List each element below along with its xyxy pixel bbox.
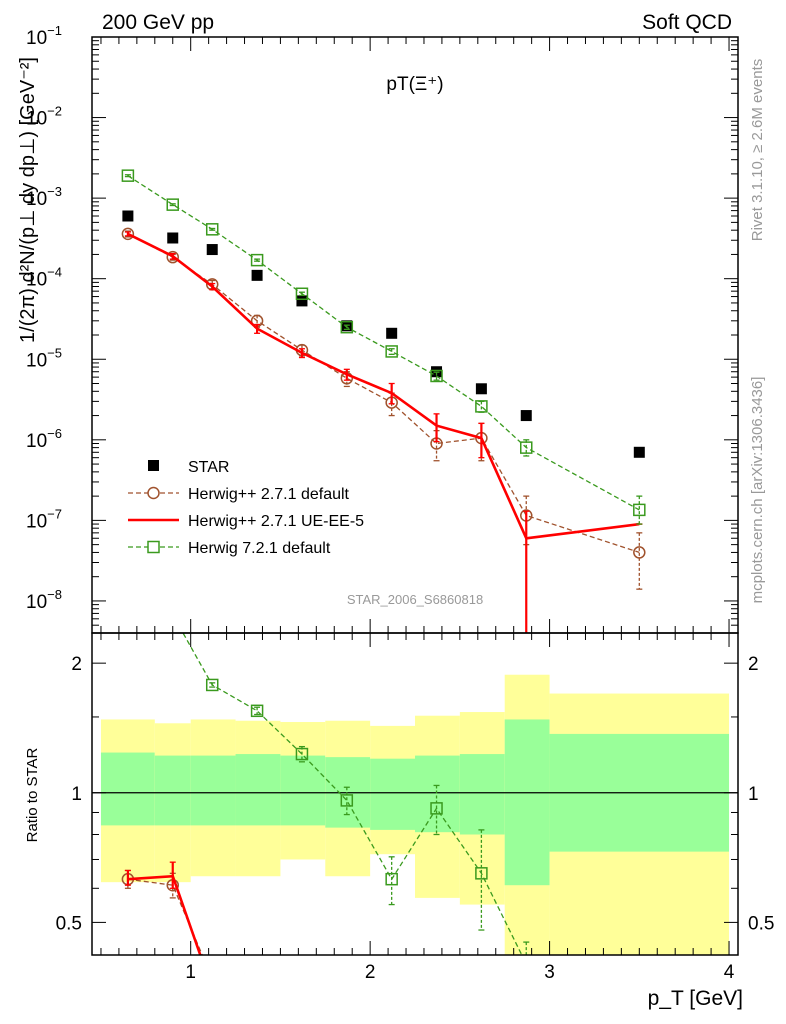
main-y-tick-exponent: −8	[47, 587, 62, 602]
ratio-inner-band	[459, 754, 505, 835]
ratio-series-line	[182, 633, 523, 955]
legend-item: Herwig++ 2.7.1 default	[128, 486, 350, 503]
ratio-y-tick-label-right: 1	[748, 784, 759, 805]
main-data-point	[166, 250, 179, 264]
main-series-group	[121, 169, 646, 633]
header-left-label: 200 GeV pp	[102, 11, 214, 34]
rivet-version-label: Rivet 3.1.10, ≥ 2.6M events	[749, 59, 766, 242]
main-data-point	[430, 369, 443, 383]
main-data-point	[520, 441, 533, 454]
main-data-point	[633, 503, 646, 517]
main-data-point	[250, 253, 264, 267]
main-y-tick-label: 10−4	[26, 265, 62, 291]
ratio-y-tick-label: 2	[71, 654, 82, 675]
legend-label: STAR	[188, 459, 229, 476]
ratio-inner-band	[504, 719, 550, 886]
ratio-y-axis-label: Ratio to STAR	[24, 747, 41, 842]
main-data-point	[122, 210, 134, 222]
ratio-y-tick-label: 0.5	[56, 913, 82, 934]
x-tick-label: 4	[724, 962, 735, 983]
main-y-tick-exponent: −2	[47, 104, 62, 119]
main-data-point	[385, 345, 398, 358]
main-axes: 10−810−710−610−510−410−310−210−1	[26, 23, 739, 634]
ratio-inner-band	[190, 755, 236, 826]
ratio-series-group	[121, 633, 530, 955]
legend-label: Herwig 7.2.1 default	[188, 540, 331, 557]
ratio-data-point	[385, 872, 398, 886]
main-data-point	[520, 410, 532, 422]
ratio-inner-band	[235, 754, 281, 826]
ratio-inner-band	[415, 755, 460, 833]
main-data-point	[633, 546, 646, 559]
main-series-herwig-2-7-1-ue-ee-5	[124, 231, 643, 633]
ratio-data-point	[430, 802, 443, 815]
ratio-y-tick-label-right: 0.5	[748, 913, 774, 934]
main-chart-title: pT(Ξ⁺)	[386, 74, 443, 95]
ratio-series-herwig-7-2-1-default	[182, 633, 530, 955]
main-y-axis-label: 1/(2π) d²N/(p⊥ dy dp⊥) [GeV⁻²]	[17, 57, 39, 343]
legend: STAR Herwig++ 2.7.1 default Herwig++ 2.7.1…	[128, 459, 364, 557]
ratio-data-point	[205, 678, 219, 692]
ratio-inner-band	[370, 758, 415, 830]
x-axis-label: p_T [GeV]	[648, 987, 743, 1010]
main-data-point	[167, 232, 179, 244]
x-tick-label: 3	[544, 962, 555, 983]
ratio-inner-band	[154, 755, 191, 826]
main-data-point	[295, 287, 309, 301]
main-data-point	[205, 223, 219, 236]
legend-item: Herwig++ 2.7.1 UE-EE-5	[128, 513, 364, 530]
legend-item: Herwig 7.2.1 default	[128, 540, 331, 557]
x-tick-label: 1	[185, 962, 196, 983]
main-data-point	[206, 244, 218, 256]
main-y-tick-label: 10−1	[26, 23, 62, 49]
main-series-herwig-7-2-1-default	[121, 169, 646, 525]
main-y-tick-exponent: −7	[47, 506, 62, 521]
legend-label: Herwig++ 2.7.1 UE-EE-5	[188, 513, 364, 530]
main-data-point	[633, 446, 645, 458]
ratio-data-point	[340, 794, 354, 807]
ratio-inner-band	[280, 755, 326, 826]
ratio-series-herwig-2-7-1-ue-ee-5	[124, 861, 202, 955]
main-y-tick-exponent: −5	[47, 345, 62, 360]
analysis-watermark: STAR_2006_S6860818	[347, 592, 483, 607]
ratio-data-point	[475, 867, 488, 880]
legend-marker-square-open	[147, 540, 160, 554]
main-data-point	[121, 169, 135, 182]
main-data-point	[340, 320, 354, 334]
main-data-point	[166, 198, 179, 211]
header-right-label: Soft QCD	[642, 11, 732, 34]
main-y-tick-exponent: −6	[47, 426, 62, 441]
ratio-inner-band	[100, 752, 155, 826]
legend-marker-square-filled	[148, 460, 159, 471]
ratio-plot-frame	[91, 632, 739, 956]
main-y-tick-exponent: −1	[47, 23, 62, 38]
main-y-tick-exponent: −4	[47, 265, 62, 280]
main-data-point	[251, 269, 263, 281]
main-data-point	[475, 400, 488, 413]
main-data-point	[475, 383, 487, 395]
main-data-point	[121, 227, 135, 241]
ratio-axes: 0.5 0.5 1 1 2 2 1 2 3 4	[56, 632, 774, 983]
main-data-point	[386, 327, 398, 339]
main-y-tick-exponent: −3	[47, 184, 62, 199]
ratio-data-point	[250, 704, 264, 718]
ratio-y-tick-label: 1	[71, 784, 82, 805]
legend-marker-circle-open	[147, 486, 160, 500]
x-tick-label: 2	[365, 962, 376, 983]
legend-item: STAR	[148, 459, 229, 476]
main-data-point	[296, 295, 308, 307]
mcplots-reference-label: mcplots.cern.ch [arXiv:1306.3436]	[749, 377, 766, 604]
ratio-y-tick-label-right: 2	[748, 654, 759, 675]
ratio-data-point	[295, 747, 309, 761]
legend-label: Herwig++ 2.7.1 default	[188, 486, 350, 503]
